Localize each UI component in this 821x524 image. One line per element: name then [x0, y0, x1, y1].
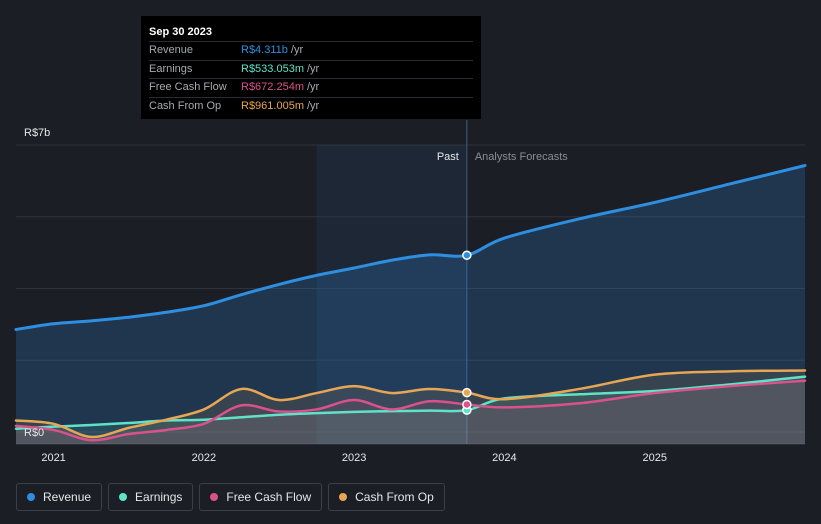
- area-free-cash-flow: [16, 380, 805, 444]
- forecast-label: Analysts Forecasts: [475, 151, 568, 163]
- legend-label: Revenue: [43, 490, 92, 504]
- tooltip-row-revenue: Revenue R$4.311b /yr: [149, 41, 473, 60]
- line-earnings: [14, 375, 807, 430]
- area-revenue: [16, 165, 805, 444]
- point-cash-from-op: [462, 387, 472, 398]
- tooltip-value: R$4.311b: [241, 44, 288, 56]
- point-free-cash-flow: [462, 399, 472, 410]
- legend-dot-icon: [339, 493, 348, 501]
- line-cash-from-op: [14, 369, 807, 439]
- point-revenue: [462, 250, 472, 260]
- legend-label: Cash From Op: [355, 490, 434, 504]
- gridlines: [16, 144, 805, 445]
- tooltip-value: R$961.005m: [241, 99, 304, 112]
- legend-dot-icon: [210, 493, 219, 501]
- legend: Revenue Earnings Free Cash Flow Cash Fro…: [16, 483, 445, 511]
- series-lines: [14, 164, 807, 442]
- series-areas: [16, 165, 805, 444]
- tooltip-label: Revenue: [149, 44, 194, 56]
- tooltip-label: Free Cash Flow: [149, 81, 227, 93]
- line-revenue: [14, 164, 807, 331]
- past-label: Past: [437, 151, 459, 163]
- tooltip-unit: /yr: [307, 62, 320, 75]
- y-tick-label: R$0: [24, 427, 44, 439]
- legend-label: Earnings: [135, 490, 183, 504]
- tooltip: Sep 30 2023 Revenue R$4.311b /yr Earning…: [141, 16, 481, 119]
- x-tick-label: 2025: [642, 452, 666, 464]
- tooltip-value: R$533.053m: [241, 62, 304, 75]
- tooltip-unit: /yr: [290, 44, 304, 56]
- y-tick-label: R$7b: [24, 127, 50, 139]
- axis-labels: Past Analysts Forecasts R$7b R$0 2021 2022 202…: [24, 127, 667, 464]
- x-tick-label: 2022: [192, 452, 216, 464]
- tooltip-unit: /yr: [307, 99, 320, 112]
- legend-item-earnings[interactable]: Earnings: [108, 483, 194, 511]
- x-tick-label: 2024: [492, 452, 516, 464]
- x-tick-label: 2021: [41, 452, 65, 464]
- x-tick-label: 2023: [342, 452, 366, 464]
- chart-plot: Past Analysts Forecasts R$7b R$0 2021 2022 202…: [14, 120, 807, 464]
- line-free-cash-flow: [14, 379, 807, 442]
- tooltip-row-earnings: Earnings R$533.053m /yr: [149, 59, 473, 79]
- legend-dot-icon: [27, 493, 35, 501]
- legend-item-free-cash-flow[interactable]: Free Cash Flow: [199, 483, 323, 511]
- legend-label: Free Cash Flow: [226, 490, 312, 504]
- legend-dot-icon: [119, 493, 128, 501]
- legend-item-revenue[interactable]: Revenue: [16, 483, 103, 511]
- tooltip-label: Earnings: [149, 62, 193, 75]
- tooltip-label: Cash From Op: [149, 99, 222, 112]
- tooltip-unit: /yr: [307, 81, 320, 93]
- tooltip-row-cash-from-op: Cash From Op R$961.005m /yr: [149, 96, 473, 116]
- tooltip-date: Sep 30 2023: [149, 26, 212, 38]
- area-cash-from-op: [16, 370, 805, 444]
- hover-markers: [462, 250, 472, 415]
- tooltip-row-free-cash-flow: Free Cash Flow R$672.254m /yr: [149, 78, 473, 97]
- tooltip-value: R$672.254m: [241, 81, 304, 93]
- legend-item-cash-from-op[interactable]: Cash From Op: [328, 483, 445, 511]
